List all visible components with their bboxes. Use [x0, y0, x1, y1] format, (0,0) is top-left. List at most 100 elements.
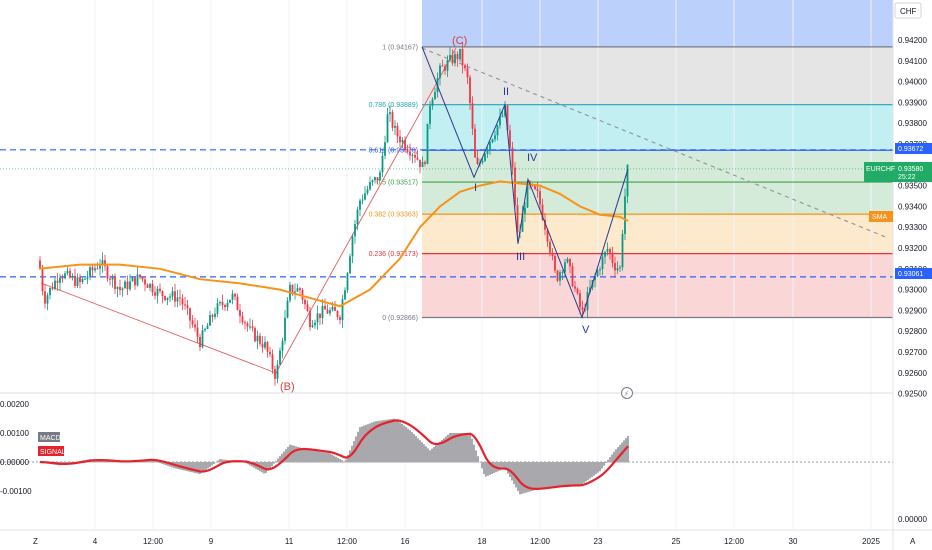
fib-label-6: 0 (0.92866)	[382, 315, 418, 322]
goto-start-icon[interactable]: Z	[33, 537, 38, 546]
candle-body-57	[181, 298, 184, 305]
candle-body-121	[341, 299, 344, 321]
candle-body-73	[221, 301, 224, 306]
candle-body-68	[209, 315, 211, 326]
macd-axis[interactable]: 0.00200 0.00100 0.00000 -0.00100 0.00000	[0, 400, 927, 524]
candle-body-141	[391, 112, 394, 128]
macd-bar-190	[419, 440, 421, 463]
candle-body-205	[551, 252, 554, 256]
candle-body-104	[299, 288, 301, 291]
wave-b-line[interactable]	[40, 47, 457, 374]
trend-line-dashed[interactable]	[421, 47, 889, 239]
macd-bar-221	[481, 462, 483, 469]
candle-body-65	[201, 330, 204, 348]
candle-body-161	[441, 65, 444, 67]
macd-bar-115	[269, 462, 271, 469]
candle-body-210	[564, 262, 566, 272]
time-tick-11: 30	[789, 537, 798, 546]
candle-body-83	[246, 323, 249, 327]
macd-bar-79	[197, 462, 199, 474]
candle-body-190	[514, 167, 516, 206]
candle-body-75	[226, 302, 229, 308]
candle-body-88	[259, 335, 261, 344]
price-tick-1: 0.94100	[898, 57, 927, 66]
macd-bar-281	[601, 462, 603, 469]
wave-label-5: IV	[527, 152, 538, 164]
candle-body-136	[379, 172, 381, 181]
candle-body-55	[176, 297, 179, 302]
alert-icon[interactable]: ⚡	[621, 387, 633, 399]
price-tick-0: 0.94200	[898, 36, 927, 45]
macd-bar-247	[533, 462, 535, 491]
dash-tag-upper: 0.93672	[895, 143, 932, 154]
macd-bar-72	[183, 462, 185, 471]
candle-body-0	[39, 260, 41, 269]
macd-bar-93	[225, 459, 227, 463]
currency-badge[interactable]: CHF	[894, 2, 922, 19]
dash-tag-upper-text: 0.93672	[898, 146, 923, 153]
candle-body-33	[121, 288, 124, 291]
candle-body-171	[466, 68, 469, 78]
macd-bar-73	[185, 462, 187, 471]
candle-body-144	[399, 136, 401, 143]
candle-body-11	[66, 270, 69, 274]
macd-bar-282	[603, 462, 605, 466]
candle-body-96	[279, 350, 281, 365]
candlestick-series	[39, 42, 629, 386]
macd-bar-122	[283, 451, 285, 463]
time-tick-10: 12:00	[724, 537, 745, 546]
auto-scale-icon[interactable]: A	[910, 537, 916, 546]
macd-tick-3: -0.00100	[0, 487, 32, 496]
macd-bar-174	[387, 419, 389, 463]
macd-bar-226	[491, 462, 493, 474]
candle-body-203	[546, 229, 549, 242]
macd-bar-167	[373, 421, 375, 463]
candle-body-67	[206, 325, 209, 329]
macd-bar-187	[413, 434, 415, 463]
candle-body-22	[94, 268, 96, 271]
symbol-price-tag: EURCHF 0.93580 25:22	[864, 162, 932, 182]
candle-body-118	[334, 306, 336, 311]
macd-bar-267	[573, 462, 575, 486]
candle-body-10	[64, 273, 66, 279]
price-axis[interactable]: 0.942000.941000.940000.939000.938000.937…	[898, 36, 927, 399]
macd-bar-120	[279, 456, 281, 463]
candle-body-150	[414, 154, 416, 158]
macd-bar-289	[617, 447, 619, 463]
macd-bar-91	[221, 459, 223, 463]
candle-body-58	[184, 304, 186, 306]
candle-body-174	[474, 128, 476, 158]
candle-body-158	[434, 91, 436, 100]
macd-bar-38	[115, 461, 117, 463]
macd-bar-275	[589, 462, 591, 479]
price-tick-7: 0.93500	[898, 182, 927, 191]
candle-body-56	[179, 297, 181, 299]
macd-bar-248	[535, 462, 537, 490]
candle-body-17	[81, 278, 84, 283]
macd-bar-216	[471, 438, 473, 463]
candle-body-168	[459, 48, 461, 60]
macd-bar-246	[531, 462, 533, 491]
macd-bar-146	[331, 454, 333, 463]
macd-bar-182	[403, 425, 405, 463]
macd-bar-166	[371, 422, 373, 463]
macd-bar-126	[291, 445, 293, 463]
macd-bar-88	[215, 462, 217, 463]
candle-body-182	[494, 135, 496, 140]
elliott-wave-path[interactable]	[421, 46, 629, 319]
candle-body-194	[524, 207, 526, 214]
fib-fill-5	[422, 214, 893, 254]
macd-bar-170	[379, 420, 381, 463]
candle-body-180	[489, 142, 491, 150]
candle-body-86	[254, 328, 256, 342]
macd-bar-105	[249, 462, 251, 466]
macd-bar-168	[375, 421, 377, 463]
candle-body-160	[439, 65, 441, 79]
candle-body-101	[291, 284, 294, 293]
macd-bar-30	[99, 460, 101, 463]
dash-tag-lower: 0.93061	[895, 268, 932, 279]
candle-body-52	[169, 296, 171, 298]
time-axis[interactable]: 4 12:00 9 11 12:00 16 18 12:00 23 25 12:00 30 2025	[93, 537, 881, 546]
candle-body-137	[381, 155, 384, 173]
